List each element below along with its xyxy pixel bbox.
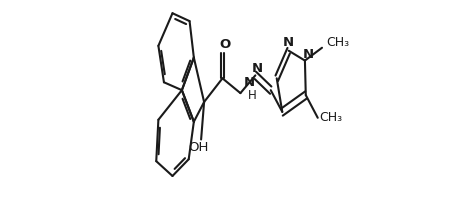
Text: CH₃: CH₃ (326, 36, 349, 49)
Text: N: N (244, 76, 254, 89)
Text: CH₃: CH₃ (319, 111, 342, 124)
Text: N: N (252, 62, 263, 75)
Text: N: N (302, 48, 314, 61)
Text: OH: OH (188, 141, 208, 154)
Text: H: H (248, 89, 257, 102)
Text: O: O (219, 38, 230, 51)
Text: N: N (283, 36, 294, 49)
